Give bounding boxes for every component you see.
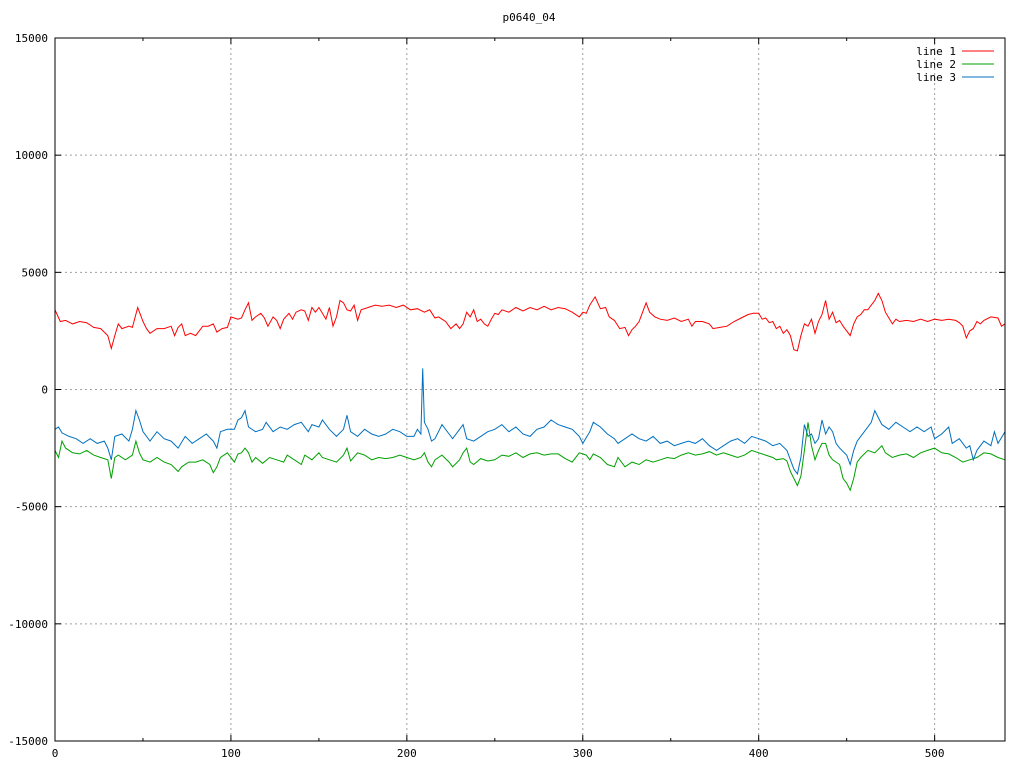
y-tick-label: 15000	[15, 32, 48, 45]
y-tick-label: 5000	[22, 266, 49, 279]
chart-title: p0640_04	[503, 11, 556, 24]
legend-label-series-3: line 3	[916, 71, 956, 84]
x-tick-label: 400	[749, 747, 769, 760]
y-tick-label: -15000	[8, 735, 48, 748]
x-tick-label: 300	[573, 747, 593, 760]
y-tick-label: 10000	[15, 149, 48, 162]
x-tick-label: 100	[221, 747, 241, 760]
x-axis-ticks: 0 100 200 300 400 500	[52, 38, 945, 760]
plot-frame	[54, 37, 1006, 742]
x-tick-label: 0	[52, 747, 59, 760]
y-axis-ticks: -15000 -10000 -5000 0 5000 10000 15000	[8, 32, 1005, 748]
legend-label-series-2: line 2	[916, 58, 956, 71]
series-1-line	[54, 292, 1006, 352]
x-tick-label: 200	[397, 747, 417, 760]
y-tick-label: -10000	[8, 618, 48, 631]
y-tick-label: 0	[41, 384, 48, 397]
legend-label-series-1: line 1	[916, 45, 956, 58]
x-tick-label: 500	[925, 747, 945, 760]
y-tick-label: -5000	[15, 501, 48, 514]
series-3-line	[54, 368, 1006, 476]
grid	[55, 38, 1005, 741]
series-group	[54, 292, 1006, 492]
series-2-line	[54, 422, 1006, 492]
